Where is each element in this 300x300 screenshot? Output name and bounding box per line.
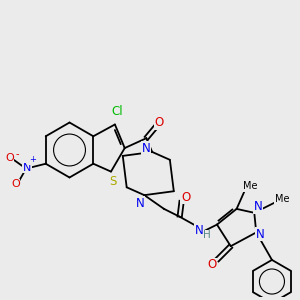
Text: Me: Me: [274, 194, 289, 204]
Text: O: O: [208, 258, 217, 271]
Text: N: N: [142, 142, 151, 154]
Text: Me: Me: [243, 181, 258, 191]
Text: O: O: [11, 179, 20, 189]
Text: Cl: Cl: [111, 105, 123, 118]
Text: O: O: [5, 153, 14, 163]
Text: +: +: [29, 155, 36, 164]
Text: N: N: [195, 224, 204, 237]
Text: O: O: [181, 190, 190, 204]
Text: S: S: [109, 175, 117, 188]
Text: N: N: [254, 200, 262, 213]
Text: N: N: [136, 196, 145, 209]
Text: O: O: [154, 116, 164, 129]
Text: H: H: [203, 230, 211, 240]
Text: -: -: [16, 149, 19, 159]
Text: N: N: [23, 163, 31, 173]
Text: N: N: [256, 228, 265, 241]
